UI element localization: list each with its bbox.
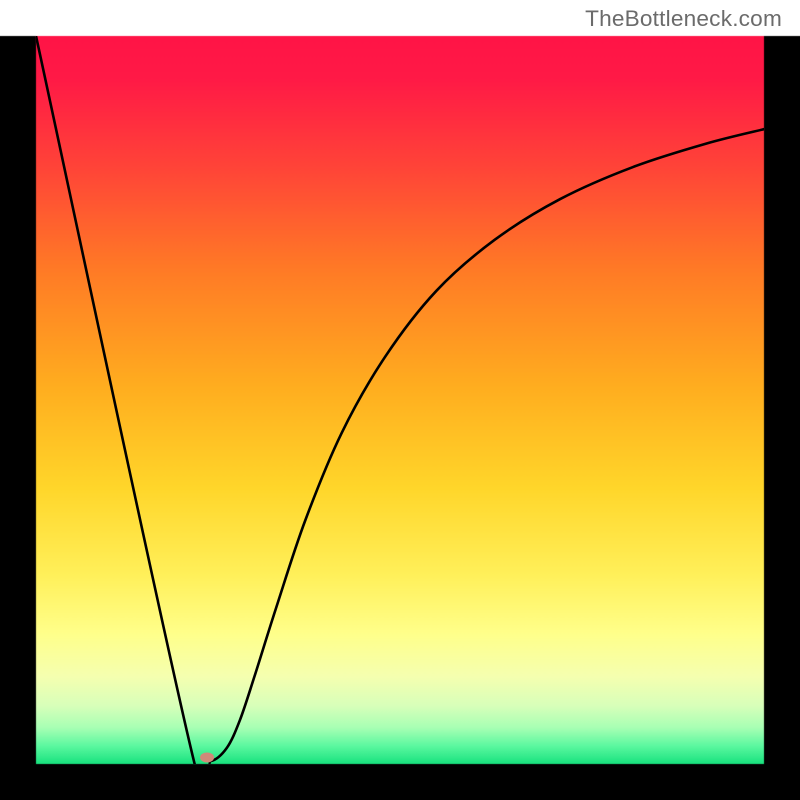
curve-overlay xyxy=(0,0,800,800)
bottleneck-curve xyxy=(36,36,764,800)
watermark-text: TheBottleneck.com xyxy=(585,6,782,32)
chart-stage: TheBottleneck.com xyxy=(0,0,800,800)
optimum-marker xyxy=(200,752,214,762)
